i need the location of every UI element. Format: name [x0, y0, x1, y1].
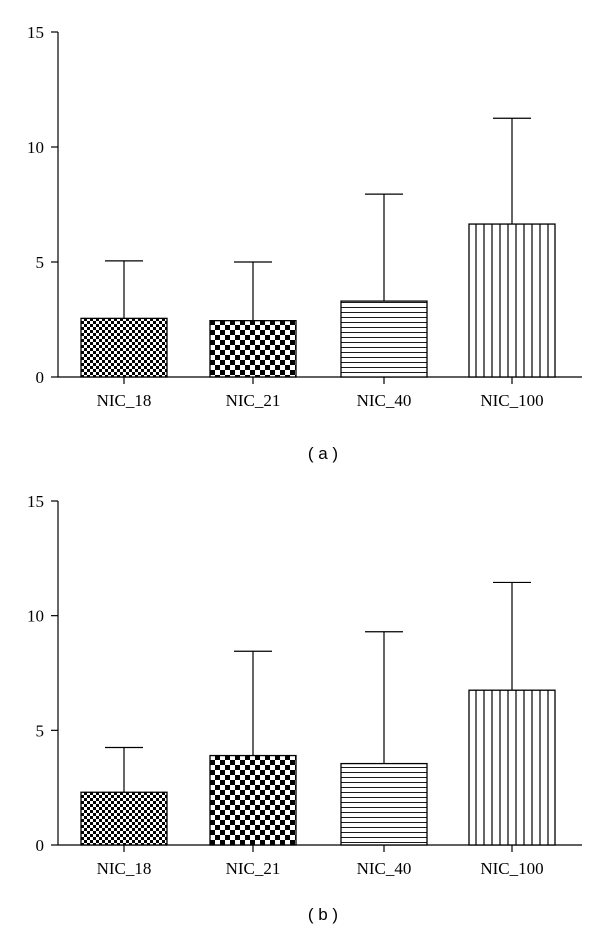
bar-nic-18 [80, 317, 168, 378]
y-tick-label: 0 [36, 368, 45, 387]
bar-nic-18 [80, 791, 168, 846]
bar-nic-100 [468, 223, 556, 378]
bar-nic-21 [209, 754, 297, 846]
bar-nic-100 [468, 689, 556, 846]
y-tick-label: 5 [36, 721, 45, 740]
y-tick-label: 0 [36, 836, 45, 855]
x-tick-label: NIC_18 [97, 859, 152, 878]
x-tick-label: NIC_40 [357, 859, 412, 878]
bar-nic-40 [340, 762, 428, 846]
x-tick-label: NIC_18 [97, 391, 152, 410]
x-tick-label: NIC_100 [480, 859, 543, 878]
y-tick-label: 10 [27, 607, 44, 626]
x-tick-label: NIC_100 [480, 391, 543, 410]
x-tick-label: NIC_21 [226, 859, 281, 878]
x-tick-label: NIC_40 [357, 391, 412, 410]
panel-label: ( b ) [308, 905, 338, 924]
y-tick-label: 15 [27, 23, 44, 42]
y-tick-label: 5 [36, 253, 45, 272]
bar-nic-40 [340, 300, 428, 378]
panel-label: ( a ) [308, 444, 338, 463]
y-tick-label: 10 [27, 138, 44, 157]
chart-panel-b: 0 5 10 15 NIC_18 NIC_21 NIC_40 NIC_100 ( b ) [27, 492, 582, 924]
y-tick-label: 15 [27, 492, 44, 511]
chart-panel-a: 0 5 10 15 NIC_18 NIC_21 NIC_40 NIC_100 ( a ) [27, 23, 582, 463]
bar-nic-21 [209, 319, 297, 378]
x-tick-label: NIC_21 [226, 391, 281, 410]
